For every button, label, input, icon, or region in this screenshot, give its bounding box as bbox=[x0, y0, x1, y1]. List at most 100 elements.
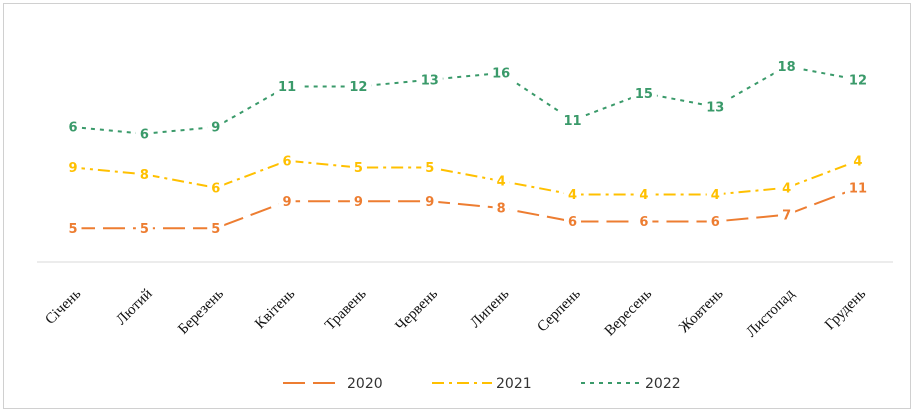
data-label-group: 16 bbox=[488, 64, 515, 82]
data-label: 12 bbox=[849, 73, 867, 88]
data-label: 6 bbox=[68, 121, 77, 136]
data-label-group: 5 bbox=[135, 219, 153, 238]
data-label: 9 bbox=[354, 195, 363, 210]
data-label-bg bbox=[630, 84, 657, 103]
data-label: 16 bbox=[492, 67, 510, 82]
data-label-bg bbox=[274, 77, 301, 96]
data-label-bg bbox=[64, 118, 82, 136]
data-label-group: 5 bbox=[64, 219, 82, 238]
data-label-group: 9 bbox=[421, 192, 439, 211]
data-label: 9 bbox=[68, 161, 77, 176]
data-label-bg bbox=[706, 185, 724, 204]
data-label: 11 bbox=[278, 80, 296, 95]
data-label-bg bbox=[64, 219, 82, 238]
data-label: 4 bbox=[782, 181, 791, 196]
data-label-bg bbox=[844, 178, 871, 197]
data-label-bg bbox=[135, 165, 153, 184]
data-label: 9 bbox=[283, 195, 292, 210]
data-label-bg bbox=[635, 212, 653, 231]
data-label: 8 bbox=[497, 202, 506, 217]
data-label-bg bbox=[135, 124, 153, 143]
data-label-bg bbox=[349, 158, 367, 177]
data-label-group: 5 bbox=[421, 158, 439, 177]
data-label-bg bbox=[207, 178, 225, 197]
data-label: 6 bbox=[711, 215, 720, 230]
data-label: 4 bbox=[497, 175, 506, 190]
data-label-group: 11 bbox=[559, 111, 586, 130]
data-label-group: 4 bbox=[849, 151, 867, 170]
data-label-bg bbox=[773, 57, 800, 76]
data-label: 5 bbox=[425, 161, 434, 176]
data-label-bg bbox=[635, 185, 653, 204]
data-label-group: 9 bbox=[278, 192, 296, 211]
data-label-group: 6 bbox=[564, 212, 582, 231]
data-label-group: 18 bbox=[773, 57, 800, 76]
data-label: 6 bbox=[140, 127, 149, 142]
data-label-group: 9 bbox=[64, 158, 82, 177]
series-line bbox=[73, 186, 859, 230]
data-label-bg bbox=[849, 151, 867, 170]
data-label-bg bbox=[492, 199, 510, 217]
data-label: 8 bbox=[140, 168, 149, 183]
data-label-bg bbox=[421, 192, 439, 211]
data-label: 6 bbox=[639, 215, 648, 230]
data-label-group: 13 bbox=[702, 97, 729, 116]
data-label-group: 11 bbox=[274, 77, 301, 96]
data-label: 4 bbox=[639, 188, 648, 203]
data-label-group: 11 bbox=[844, 178, 871, 197]
data-label: 11 bbox=[849, 181, 867, 196]
data-label: 11 bbox=[563, 114, 581, 129]
data-label: 5 bbox=[354, 161, 363, 176]
data-label-bg bbox=[416, 70, 443, 89]
data-label-bg bbox=[421, 158, 439, 177]
data-label-group: 6 bbox=[64, 118, 82, 136]
chart-frame bbox=[3, 3, 911, 409]
data-label-group: 5 bbox=[349, 158, 367, 177]
data-label-group: 6 bbox=[135, 124, 153, 143]
data-label-bg bbox=[564, 185, 582, 204]
data-label-group: 6 bbox=[278, 151, 296, 170]
data-label-bg bbox=[278, 151, 296, 170]
data-label-bg bbox=[64, 158, 82, 177]
data-label-bg bbox=[349, 192, 367, 211]
data-label-bg bbox=[706, 212, 724, 231]
data-label: 12 bbox=[349, 80, 367, 95]
data-label-bg bbox=[492, 172, 510, 190]
data-label-group: 9 bbox=[349, 192, 367, 211]
data-label: 13 bbox=[421, 73, 439, 88]
legend-label: 2020 bbox=[347, 376, 383, 392]
data-label: 4 bbox=[568, 188, 577, 203]
data-label-group: 13 bbox=[416, 70, 443, 89]
data-label: 6 bbox=[211, 181, 220, 196]
data-label-bg bbox=[778, 205, 796, 224]
data-label: 6 bbox=[283, 154, 292, 169]
data-label: 5 bbox=[211, 222, 220, 237]
data-label-bg bbox=[778, 178, 796, 197]
data-label-group: 8 bbox=[135, 165, 153, 184]
data-label-bg bbox=[559, 111, 586, 130]
data-label: 13 bbox=[706, 100, 724, 115]
data-label-group: 4 bbox=[706, 185, 724, 204]
data-label: 15 bbox=[635, 87, 653, 102]
data-label: 4 bbox=[711, 188, 720, 203]
data-label-group: 4 bbox=[564, 185, 582, 204]
data-label-bg bbox=[278, 192, 296, 211]
data-label: 5 bbox=[140, 222, 149, 237]
data-label: 5 bbox=[68, 222, 77, 237]
data-label-group: 15 bbox=[630, 84, 657, 103]
data-label-group: 6 bbox=[706, 212, 724, 231]
data-label-group: 12 bbox=[844, 70, 871, 89]
data-label-group: 6 bbox=[207, 178, 225, 197]
data-label-group: 12 bbox=[345, 77, 372, 96]
data-label-group: 4 bbox=[635, 185, 653, 204]
series-line bbox=[72, 159, 859, 196]
data-label: 4 bbox=[853, 154, 862, 169]
data-label-bg bbox=[207, 118, 225, 136]
data-label-bg bbox=[345, 77, 372, 96]
data-label-group: 9 bbox=[207, 118, 225, 136]
data-label-group: 8 bbox=[492, 199, 510, 217]
data-label: 9 bbox=[211, 121, 220, 136]
data-label-group: 5 bbox=[207, 219, 225, 238]
data-label-bg bbox=[844, 70, 871, 89]
